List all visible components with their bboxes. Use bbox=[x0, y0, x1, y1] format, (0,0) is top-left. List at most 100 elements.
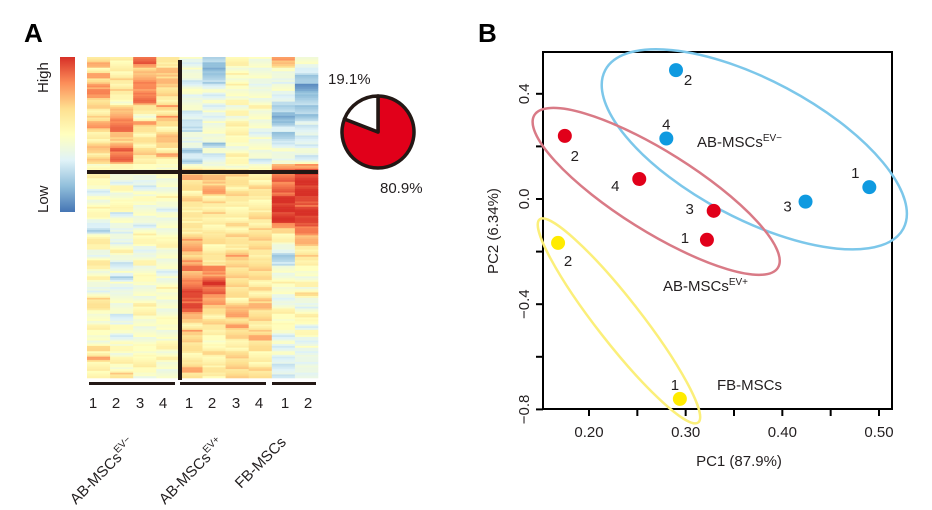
heatmap-cell bbox=[271, 99, 296, 102]
heatmap-cell bbox=[110, 176, 134, 179]
heatmap-cell bbox=[179, 281, 203, 284]
heatmap-cell bbox=[225, 320, 249, 324]
heatmap-cell bbox=[87, 60, 111, 63]
heatmap-cell bbox=[110, 194, 134, 197]
heatmap-cell bbox=[87, 240, 111, 243]
heatmap-cell bbox=[87, 269, 111, 272]
point-label: 2 bbox=[684, 72, 692, 89]
heatmap-cell bbox=[202, 262, 226, 265]
heatmap-cell bbox=[225, 90, 249, 93]
heatmap-cell bbox=[87, 90, 111, 93]
heatmap-cell bbox=[248, 62, 273, 65]
heatmap-cell bbox=[271, 276, 296, 279]
heatmap-cell bbox=[133, 351, 157, 354]
heatmap-cell bbox=[271, 233, 296, 236]
heatmap-cell bbox=[294, 187, 319, 190]
heatmap-cell bbox=[156, 71, 180, 74]
heatmap-cell bbox=[156, 303, 180, 306]
heatmap-cell bbox=[110, 283, 134, 286]
heatmap-cell bbox=[110, 340, 134, 343]
heatmap-cell bbox=[294, 158, 319, 161]
heatmap-cell bbox=[179, 219, 203, 222]
heatmap-cell bbox=[156, 183, 180, 186]
heatmap-cell bbox=[179, 254, 203, 258]
heatmap-cell bbox=[87, 365, 111, 368]
heatmap-cell bbox=[202, 244, 226, 247]
heatmap-cell bbox=[133, 226, 157, 229]
sample-label: 2 bbox=[208, 395, 216, 412]
heatmap-cell bbox=[202, 297, 226, 300]
heatmap-cell bbox=[202, 360, 226, 363]
heatmap-cell bbox=[225, 265, 249, 268]
heatmap-cell bbox=[225, 213, 249, 217]
heatmap-cell bbox=[87, 96, 111, 99]
heatmap-cell bbox=[294, 149, 319, 152]
heatmap-cell bbox=[156, 374, 180, 377]
heatmap-cell bbox=[133, 228, 157, 231]
heatmap-cell bbox=[156, 188, 180, 192]
heatmap-cell bbox=[248, 162, 273, 165]
heatmap-cell bbox=[156, 365, 180, 368]
heatmap-cell bbox=[156, 367, 180, 370]
heatmap-cell bbox=[294, 122, 319, 126]
heatmap-cell bbox=[225, 183, 249, 186]
heatmap-cell bbox=[87, 312, 111, 315]
heatmap-cell bbox=[248, 351, 273, 354]
heatmap-cell bbox=[202, 67, 226, 70]
heatmap-cell bbox=[110, 217, 134, 220]
heatmap-cell bbox=[294, 181, 319, 184]
heatmap-cell bbox=[179, 233, 203, 236]
heatmap-cell bbox=[225, 331, 249, 334]
heatmap-cell bbox=[248, 253, 273, 256]
heatmap-cell bbox=[248, 69, 273, 72]
heatmap-cell bbox=[202, 276, 226, 279]
heatmap-cell bbox=[271, 358, 296, 361]
heatmap-cell bbox=[271, 279, 296, 282]
heatmap-cell bbox=[225, 110, 249, 113]
heatmap-cell bbox=[179, 131, 203, 134]
cluster-ellipse bbox=[531, 106, 781, 277]
heatmap-cell bbox=[294, 205, 319, 208]
heatmap-cell bbox=[271, 89, 296, 92]
heatmap-cell bbox=[110, 99, 134, 102]
heatmap-cell bbox=[248, 304, 273, 307]
heatmap-cell bbox=[179, 354, 203, 357]
heatmap-cell bbox=[294, 65, 319, 68]
heatmap-cell bbox=[133, 254, 157, 258]
heatmap-cell bbox=[133, 90, 157, 93]
heatmap-cell bbox=[225, 303, 249, 306]
heatmap-cell bbox=[179, 89, 203, 92]
heatmap-cell bbox=[156, 187, 180, 190]
heatmap-cell bbox=[179, 174, 203, 177]
heatmap-cell bbox=[202, 344, 226, 347]
heatmap-cell bbox=[179, 201, 203, 204]
heatmap-cell bbox=[133, 354, 157, 357]
heatmap-cell bbox=[248, 94, 273, 97]
heatmap-cell bbox=[271, 80, 296, 83]
heatmap-cell bbox=[87, 122, 111, 126]
heatmap-cell bbox=[271, 124, 296, 127]
data-point bbox=[798, 194, 813, 209]
heatmap-cell bbox=[225, 65, 249, 68]
heatmap-cell bbox=[87, 324, 111, 327]
heatmap-cell bbox=[87, 183, 111, 186]
heatmap-cell bbox=[110, 344, 134, 347]
heatmap-cell bbox=[202, 180, 226, 183]
heatmap-cell bbox=[225, 112, 249, 115]
heatmap-cell bbox=[179, 83, 203, 86]
heatmap-cell bbox=[225, 96, 249, 99]
heatmap-cell bbox=[202, 242, 226, 245]
heatmap-cell bbox=[294, 360, 319, 363]
heatmap-cell bbox=[225, 180, 249, 183]
heatmap-cell bbox=[271, 249, 296, 252]
heatmap-cell bbox=[133, 117, 157, 120]
heatmap-cell bbox=[156, 340, 180, 343]
heatmap-cell bbox=[294, 197, 319, 200]
heatmap-cell bbox=[248, 108, 273, 111]
heatmap-cell bbox=[110, 60, 134, 63]
heatmap-cell bbox=[156, 222, 180, 225]
pie-slice bbox=[342, 94, 380, 134]
heatmap-cell bbox=[294, 98, 319, 101]
heatmap-cell bbox=[133, 114, 157, 117]
heatmap-cell bbox=[133, 101, 157, 104]
